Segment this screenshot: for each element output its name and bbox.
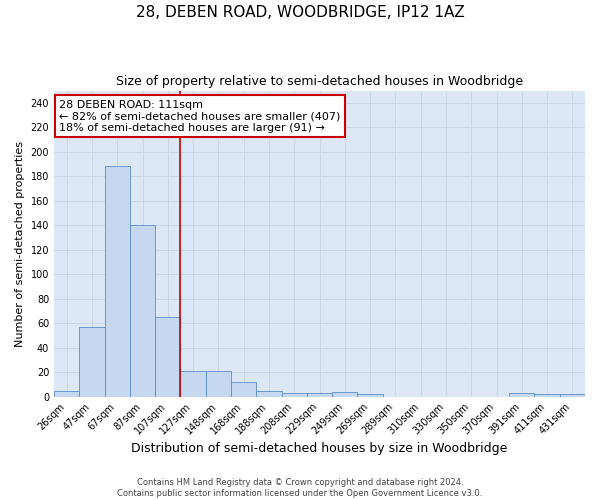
Bar xyxy=(256,390,281,396)
Bar xyxy=(54,390,79,396)
Y-axis label: Number of semi-detached properties: Number of semi-detached properties xyxy=(15,140,25,346)
Bar xyxy=(231,382,256,396)
Bar xyxy=(535,394,560,396)
Bar xyxy=(206,371,231,396)
Bar xyxy=(509,393,535,396)
Bar xyxy=(358,394,383,396)
Bar xyxy=(332,392,358,396)
Text: 28 DEBEN ROAD: 111sqm
← 82% of semi-detached houses are smaller (407)
18% of sem: 28 DEBEN ROAD: 111sqm ← 82% of semi-deta… xyxy=(59,100,341,133)
Bar xyxy=(181,371,206,396)
Bar xyxy=(307,393,332,396)
Text: Contains HM Land Registry data © Crown copyright and database right 2024.
Contai: Contains HM Land Registry data © Crown c… xyxy=(118,478,482,498)
Bar xyxy=(560,394,585,396)
Bar xyxy=(130,225,155,396)
Bar xyxy=(281,393,307,396)
Title: Size of property relative to semi-detached houses in Woodbridge: Size of property relative to semi-detach… xyxy=(116,75,523,88)
Bar xyxy=(155,317,181,396)
X-axis label: Distribution of semi-detached houses by size in Woodbridge: Distribution of semi-detached houses by … xyxy=(131,442,508,455)
Bar xyxy=(104,166,130,396)
Text: 28, DEBEN ROAD, WOODBRIDGE, IP12 1AZ: 28, DEBEN ROAD, WOODBRIDGE, IP12 1AZ xyxy=(136,5,464,20)
Bar xyxy=(79,327,104,396)
